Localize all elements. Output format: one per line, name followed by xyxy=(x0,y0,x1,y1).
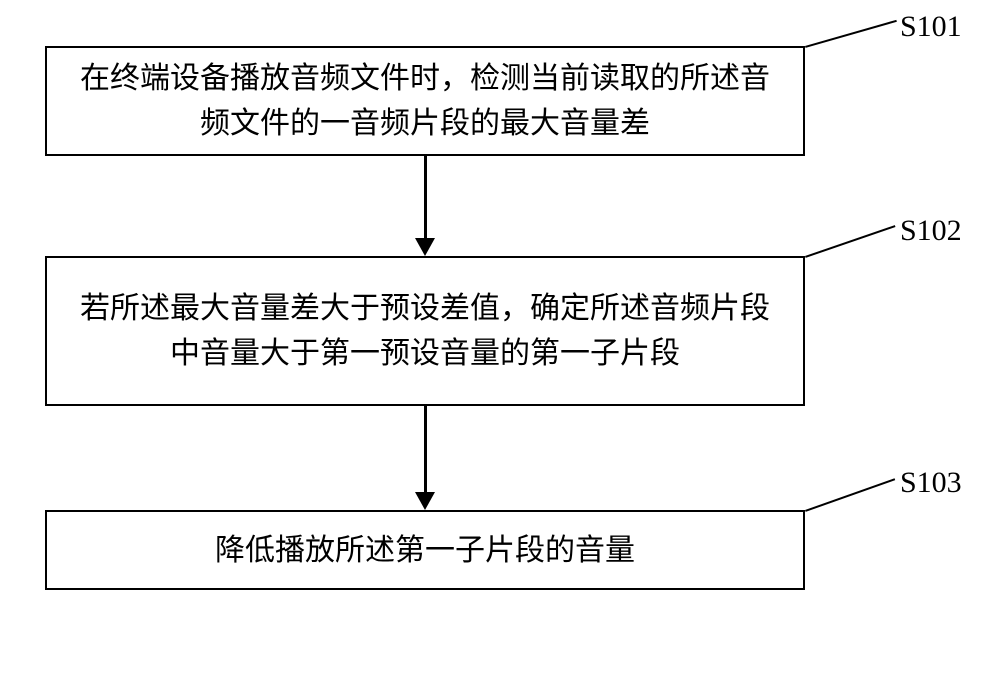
leader-line-s102 xyxy=(805,225,895,258)
arrow-shaft-1 xyxy=(424,156,427,238)
step-label-s101: S101 xyxy=(900,10,962,44)
step-label-s102: S102 xyxy=(900,214,962,248)
flow-node-text: 在终端设备播放音频文件时，检测当前读取的所述音频文件的一音频片段的最大音量差 xyxy=(67,56,783,146)
leader-line-s103 xyxy=(805,478,895,512)
arrow-shaft-2 xyxy=(424,406,427,492)
step-label-s103: S103 xyxy=(900,466,962,500)
flowchart-canvas: 在终端设备播放音频文件时，检测当前读取的所述音频文件的一音频片段的最大音量差 S… xyxy=(0,0,1000,689)
flow-node-text: 降低播放所述第一子片段的音量 xyxy=(215,528,635,573)
leader-line-s101 xyxy=(805,20,897,48)
flow-node-s102: 若所述最大音量差大于预设差值，确定所述音频片段中音量大于第一预设音量的第一子片段 xyxy=(45,256,805,406)
flow-node-s103: 降低播放所述第一子片段的音量 xyxy=(45,510,805,590)
flow-node-text: 若所述最大音量差大于预设差值，确定所述音频片段中音量大于第一预设音量的第一子片段 xyxy=(67,286,783,376)
arrow-head-2 xyxy=(415,492,435,510)
arrow-head-1 xyxy=(415,238,435,256)
flow-node-s101: 在终端设备播放音频文件时，检测当前读取的所述音频文件的一音频片段的最大音量差 xyxy=(45,46,805,156)
